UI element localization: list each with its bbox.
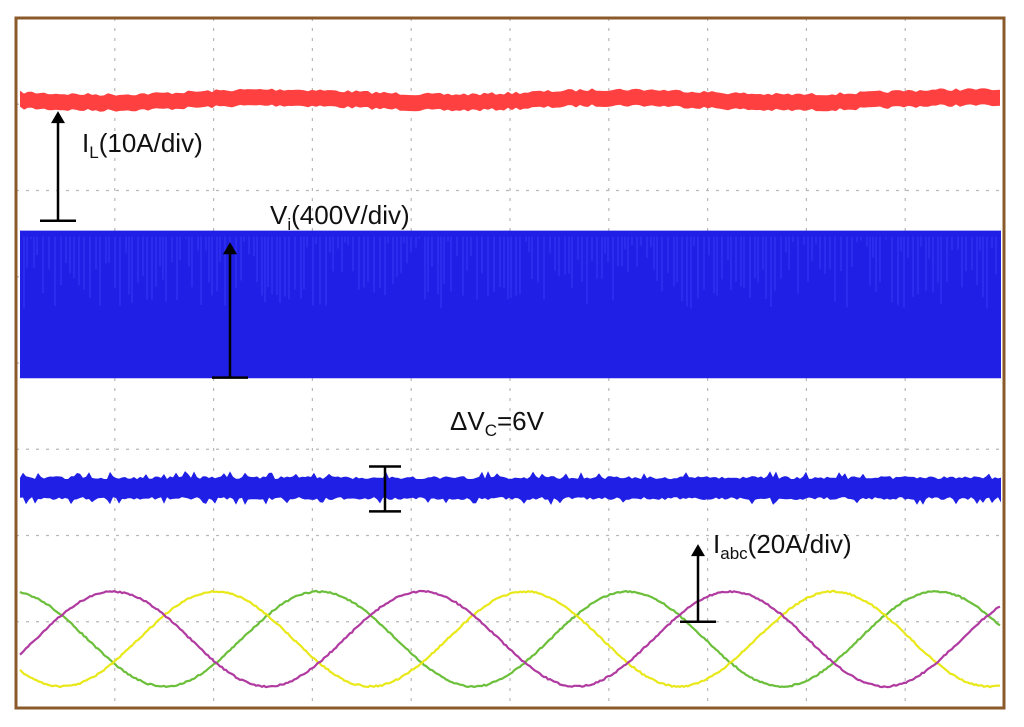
il-trace: [20, 88, 1000, 112]
phase-c-trace: [19, 589, 1001, 689]
vi-label: Vi(400V/div): [270, 200, 410, 234]
vi-scale-marker: [212, 242, 248, 379]
iabc-scale-marker: [680, 544, 716, 623]
dvc-bracket: [369, 465, 401, 513]
il-scale-marker: [40, 111, 76, 222]
il-label: IL(10A/div): [82, 128, 203, 162]
dvc-label: ΔVC=6V: [450, 406, 545, 440]
phase-b-trace: [19, 589, 1001, 689]
channel-labels: IL(10A/div) Vi(400V/div) ΔVC=6V Iabc(20A…: [82, 128, 852, 563]
dvc-trace: [20, 471, 1001, 505]
phase-a-trace: [19, 589, 1001, 689]
iabc-label: Iabc(20A/div): [713, 529, 852, 563]
plot-frame: [14, 16, 1006, 710]
scale-markers: [40, 111, 716, 623]
vi-switching-lines: [23, 236, 997, 309]
traces: [19, 88, 1001, 689]
